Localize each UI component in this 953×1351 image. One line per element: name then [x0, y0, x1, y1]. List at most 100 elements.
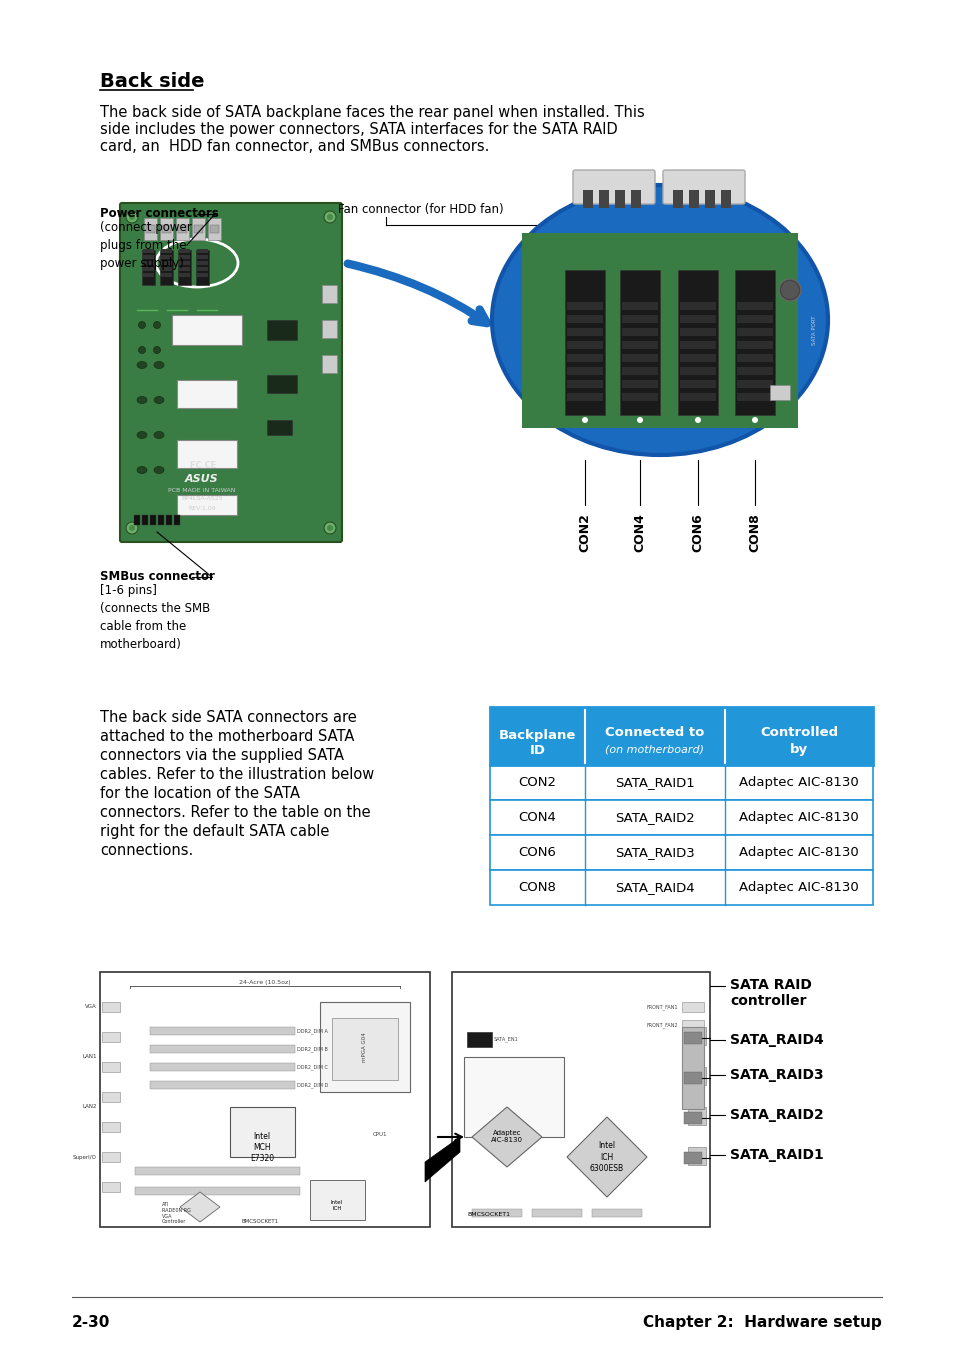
Text: connectors via the supplied SATA: connectors via the supplied SATA — [100, 748, 344, 763]
Bar — [490, 870, 872, 905]
Bar — [679, 354, 716, 362]
Bar — [681, 1027, 703, 1109]
Bar — [179, 255, 190, 259]
Ellipse shape — [637, 417, 642, 423]
Bar — [150, 1046, 294, 1052]
Ellipse shape — [327, 526, 333, 531]
Text: [1-6 pins]
(connects the SMB
cable from the
motherboard): [1-6 pins] (connects the SMB cable from … — [100, 584, 210, 651]
Text: SATA PORT: SATA PORT — [812, 315, 817, 345]
Text: connectors. Refer to the table on the: connectors. Refer to the table on the — [100, 805, 370, 820]
Bar — [179, 249, 190, 253]
Bar — [161, 249, 172, 253]
Bar — [598, 190, 608, 208]
Text: controller: controller — [729, 994, 805, 1008]
Bar — [490, 835, 872, 870]
Ellipse shape — [751, 417, 758, 423]
Text: FRONT_FAN1: FRONT_FAN1 — [646, 1004, 678, 1009]
Bar — [143, 249, 153, 253]
Text: Intel
ICH: Intel ICH — [331, 1200, 343, 1210]
Bar — [143, 255, 153, 259]
Ellipse shape — [129, 213, 135, 220]
Text: for the location of the SATA: for the location of the SATA — [100, 786, 299, 801]
Text: Adaptec AIC-8130: Adaptec AIC-8130 — [739, 811, 858, 824]
Bar — [175, 218, 189, 240]
Ellipse shape — [779, 280, 801, 301]
Text: attached to the motherboard SATA: attached to the motherboard SATA — [100, 730, 354, 744]
Bar — [688, 190, 699, 208]
Bar — [737, 315, 772, 323]
Bar — [621, 380, 658, 388]
Bar — [179, 261, 190, 265]
Bar — [679, 303, 716, 309]
Ellipse shape — [137, 431, 147, 439]
Ellipse shape — [695, 417, 700, 423]
Bar — [678, 270, 718, 415]
Text: SATA_RAID2: SATA_RAID2 — [615, 811, 694, 824]
Bar — [142, 515, 148, 526]
Bar — [143, 267, 153, 272]
Text: CON2: CON2 — [578, 513, 591, 551]
FancyBboxPatch shape — [573, 170, 655, 204]
Bar — [490, 707, 872, 765]
Bar — [566, 303, 602, 309]
Bar — [267, 420, 292, 435]
Bar — [177, 440, 236, 467]
Bar — [158, 515, 164, 526]
Text: PCB MADE IN TAIWAN: PCB MADE IN TAIWAN — [168, 488, 235, 493]
Ellipse shape — [324, 211, 335, 223]
Polygon shape — [424, 1138, 459, 1182]
Bar — [566, 315, 602, 323]
Bar — [566, 380, 602, 388]
Ellipse shape — [327, 213, 333, 220]
Text: Intel
MCH
E7320: Intel MCH E7320 — [250, 1132, 274, 1163]
Bar — [467, 1032, 492, 1047]
Bar — [100, 971, 430, 1227]
Bar — [490, 800, 872, 835]
Text: CON4: CON4 — [633, 513, 646, 551]
Bar — [150, 1027, 294, 1035]
Text: side includes the power connectors, SATA interfaces for the SATA RAID: side includes the power connectors, SATA… — [100, 122, 618, 136]
Ellipse shape — [138, 322, 146, 328]
Bar — [179, 273, 190, 277]
Bar — [267, 376, 296, 393]
Ellipse shape — [126, 521, 138, 534]
Text: Chapter 2:  Hardware setup: Chapter 2: Hardware setup — [642, 1315, 882, 1329]
Bar — [161, 273, 172, 277]
Text: SATA RAID: SATA RAID — [729, 978, 811, 992]
Text: CON6: CON6 — [518, 846, 556, 859]
Text: right for the default SATA cable: right for the default SATA cable — [100, 824, 329, 839]
Text: DDR2_DIM D: DDR2_DIM D — [296, 1082, 328, 1088]
Ellipse shape — [137, 362, 147, 369]
Bar — [172, 315, 242, 345]
Bar — [621, 328, 658, 336]
Bar — [133, 515, 140, 526]
Text: REV:1.09: REV:1.09 — [188, 505, 215, 511]
Bar — [135, 1167, 299, 1175]
Bar — [210, 226, 219, 232]
Text: CPU1: CPU1 — [373, 1132, 387, 1136]
Polygon shape — [566, 1117, 646, 1197]
Text: BMCSOCKET1: BMCSOCKET1 — [467, 1212, 510, 1217]
Text: connections.: connections. — [100, 843, 193, 858]
Bar — [681, 1002, 703, 1012]
Text: SATA_RAID2: SATA_RAID2 — [729, 1108, 822, 1121]
Text: VGA: VGA — [85, 1005, 97, 1009]
Ellipse shape — [137, 466, 147, 473]
Text: LAN2: LAN2 — [82, 1105, 97, 1109]
Bar — [161, 261, 172, 265]
Bar — [681, 1020, 703, 1029]
Text: The back side SATA connectors are: The back side SATA connectors are — [100, 711, 356, 725]
Text: CON8: CON8 — [518, 881, 556, 894]
Bar — [102, 1032, 120, 1042]
Ellipse shape — [153, 431, 164, 439]
Text: BMCSOCKET1: BMCSOCKET1 — [241, 1219, 278, 1224]
Text: Controlled: Controlled — [760, 727, 837, 739]
Bar — [630, 190, 640, 208]
FancyBboxPatch shape — [120, 203, 341, 542]
Text: FRONT_FAN2: FRONT_FAN2 — [646, 1023, 678, 1028]
Text: LAN1: LAN1 — [82, 1055, 97, 1059]
Bar — [737, 354, 772, 362]
Text: (connect power
plugs from the
power supply): (connect power plugs from the power supp… — [100, 222, 192, 270]
Text: SATA_EN1: SATA_EN1 — [494, 1036, 518, 1042]
Bar — [102, 1152, 120, 1162]
